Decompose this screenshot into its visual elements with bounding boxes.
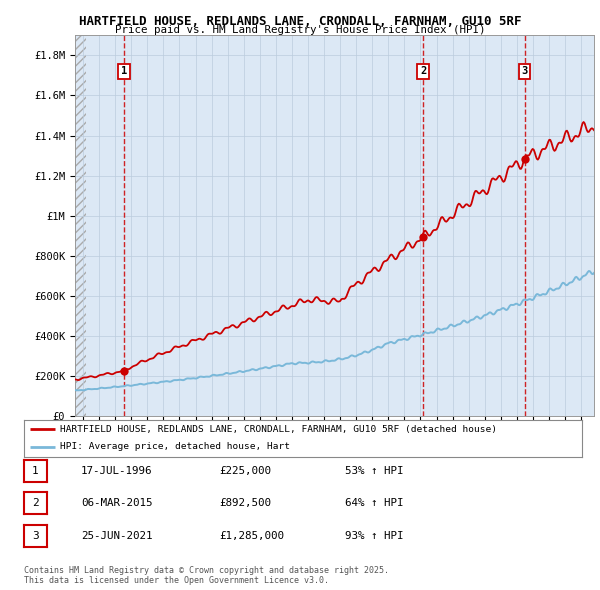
Text: Contains HM Land Registry data © Crown copyright and database right 2025.: Contains HM Land Registry data © Crown c…	[24, 566, 389, 575]
Text: HARTFIELD HOUSE, REDLANDS LANE, CRONDALL, FARNHAM, GU10 5RF: HARTFIELD HOUSE, REDLANDS LANE, CRONDALL…	[79, 15, 521, 28]
Text: 64% ↑ HPI: 64% ↑ HPI	[345, 499, 404, 508]
Text: This data is licensed under the Open Government Licence v3.0.: This data is licensed under the Open Gov…	[24, 576, 329, 585]
Text: 3: 3	[521, 67, 528, 77]
Text: 17-JUL-1996: 17-JUL-1996	[81, 466, 152, 476]
Text: HPI: Average price, detached house, Hart: HPI: Average price, detached house, Hart	[60, 442, 290, 451]
Text: 2: 2	[32, 499, 39, 508]
Text: 1: 1	[32, 466, 39, 476]
Text: 3: 3	[32, 531, 39, 540]
Text: 25-JUN-2021: 25-JUN-2021	[81, 531, 152, 540]
Text: 53% ↑ HPI: 53% ↑ HPI	[345, 466, 404, 476]
Text: £892,500: £892,500	[219, 499, 271, 508]
Text: 2: 2	[420, 67, 427, 77]
Text: 93% ↑ HPI: 93% ↑ HPI	[345, 531, 404, 540]
Text: Price paid vs. HM Land Registry's House Price Index (HPI): Price paid vs. HM Land Registry's House …	[115, 25, 485, 35]
Text: £225,000: £225,000	[219, 466, 271, 476]
Text: HARTFIELD HOUSE, REDLANDS LANE, CRONDALL, FARNHAM, GU10 5RF (detached house): HARTFIELD HOUSE, REDLANDS LANE, CRONDALL…	[60, 425, 497, 434]
Text: 06-MAR-2015: 06-MAR-2015	[81, 499, 152, 508]
Text: 1: 1	[121, 67, 127, 77]
Bar	[75, 35, 86, 416]
Text: £1,285,000: £1,285,000	[219, 531, 284, 540]
